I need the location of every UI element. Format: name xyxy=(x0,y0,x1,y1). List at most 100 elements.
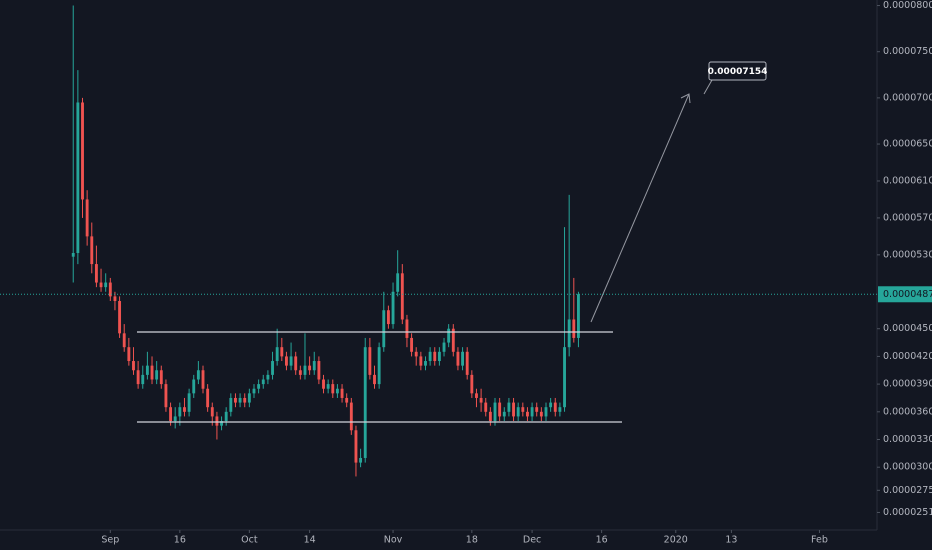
candle-body xyxy=(243,397,247,403)
x-tick-label: 16 xyxy=(174,535,186,546)
candle-body xyxy=(437,351,441,362)
candle-body xyxy=(475,393,478,398)
candle-body xyxy=(201,370,205,389)
candle-body xyxy=(294,356,298,371)
candle-body xyxy=(238,397,242,403)
candle-body xyxy=(145,365,149,375)
candle-body xyxy=(280,347,284,357)
candle-body xyxy=(178,407,182,417)
candle-body xyxy=(308,365,312,371)
candle-body xyxy=(470,374,474,394)
candle-body xyxy=(85,199,89,237)
candle-body xyxy=(516,407,520,417)
candle-body xyxy=(349,402,353,431)
x-tick-label: Feb xyxy=(811,535,828,546)
candle-body xyxy=(183,407,186,412)
candle-body xyxy=(303,365,307,375)
candle-body xyxy=(196,370,200,380)
candle-body xyxy=(122,333,126,348)
candle-body xyxy=(577,294,580,338)
candle-body xyxy=(247,393,251,403)
candle-body xyxy=(484,402,488,412)
candle-body xyxy=(192,379,196,394)
candle-body xyxy=(81,102,84,200)
arrow-shaft xyxy=(590,93,690,323)
candle-body xyxy=(377,347,381,385)
candle-body xyxy=(544,407,548,417)
candle-body xyxy=(553,402,557,412)
candle-body xyxy=(410,337,414,352)
candle-body xyxy=(382,310,386,348)
candle-body xyxy=(479,397,483,403)
candle-body xyxy=(150,365,154,380)
candle-body xyxy=(386,310,390,325)
candle-body xyxy=(229,397,233,412)
x-tick-label: 13 xyxy=(725,535,737,546)
candle-body xyxy=(155,370,159,380)
candle-body xyxy=(169,407,173,422)
candle-body xyxy=(271,361,274,375)
candle-body xyxy=(164,384,168,408)
candle-body xyxy=(521,407,525,412)
candle-body xyxy=(71,252,75,257)
candle-body xyxy=(312,361,316,371)
candle-body xyxy=(90,236,94,265)
candle-body xyxy=(572,319,576,338)
candle-body xyxy=(447,328,451,343)
candle-body xyxy=(331,384,335,394)
candle-body xyxy=(391,291,395,325)
x-tick-label: 18 xyxy=(466,535,478,546)
candle-body xyxy=(373,374,376,385)
callout-pointer xyxy=(703,79,713,95)
candle-body xyxy=(99,282,103,288)
candle-body xyxy=(512,402,515,417)
candle-body xyxy=(498,402,502,417)
candle-body xyxy=(526,411,529,417)
candle-body xyxy=(493,402,497,422)
candle-body xyxy=(424,361,427,366)
candle-body xyxy=(535,407,539,412)
x-tick-label: 16 xyxy=(596,535,608,546)
candle-body xyxy=(530,407,534,417)
candle-body xyxy=(451,328,455,352)
candle-body xyxy=(563,347,566,408)
x-tick-label: Sep xyxy=(101,535,119,546)
candle-body xyxy=(549,402,553,408)
callout-text: 0.00007154 xyxy=(708,67,768,77)
candle-body xyxy=(368,347,372,375)
callout-box xyxy=(708,61,767,81)
candle-body xyxy=(159,370,163,385)
candle-body xyxy=(104,282,108,288)
candle-body xyxy=(261,379,265,385)
candle-body xyxy=(224,411,228,422)
projection-arrow xyxy=(590,93,691,323)
candle-body xyxy=(558,407,562,412)
candle-body xyxy=(206,388,210,408)
candle-body xyxy=(266,374,270,380)
candle-body xyxy=(507,402,511,412)
candle-body xyxy=(539,411,543,417)
last-price-box xyxy=(878,286,932,303)
candle-body xyxy=(414,351,418,357)
candle-body xyxy=(252,388,256,394)
candle-body xyxy=(289,356,293,366)
candle-body xyxy=(108,282,112,297)
candle-body xyxy=(456,351,460,366)
candle-body xyxy=(433,351,437,362)
plot-area xyxy=(71,5,580,477)
candle-body xyxy=(275,347,279,362)
candle-body xyxy=(136,370,140,385)
x-tick-label: 14 xyxy=(304,535,316,546)
candle-body xyxy=(567,319,571,348)
